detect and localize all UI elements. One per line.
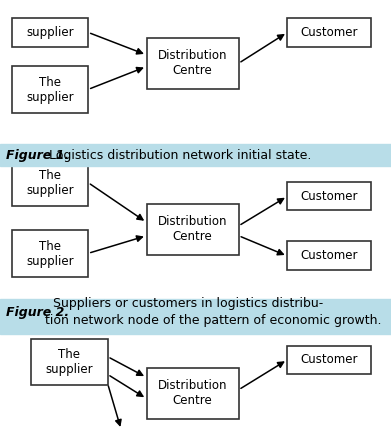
Bar — [0, 299, 391, 334]
Bar — [0, 144, 391, 166]
FancyBboxPatch shape — [12, 66, 88, 113]
Text: The
supplier: The supplier — [26, 169, 74, 197]
Text: Distribution
Centre: Distribution Centre — [158, 49, 227, 77]
Text: Figure 2.: Figure 2. — [6, 306, 69, 319]
Text: Logistics distribution network initial state.: Logistics distribution network initial s… — [45, 148, 311, 162]
FancyBboxPatch shape — [147, 204, 239, 255]
FancyBboxPatch shape — [287, 346, 371, 374]
Text: Distribution
Centre: Distribution Centre — [158, 379, 227, 407]
Text: The
supplier: The supplier — [26, 76, 74, 104]
Text: Customer: Customer — [301, 26, 358, 39]
FancyBboxPatch shape — [287, 182, 371, 210]
Text: Customer: Customer — [301, 249, 358, 262]
FancyBboxPatch shape — [147, 38, 239, 89]
FancyBboxPatch shape — [287, 18, 371, 47]
Text: Customer: Customer — [301, 190, 358, 202]
FancyBboxPatch shape — [12, 230, 88, 277]
FancyBboxPatch shape — [12, 159, 88, 206]
Text: The
supplier: The supplier — [26, 240, 74, 268]
Text: Customer: Customer — [301, 354, 358, 366]
FancyBboxPatch shape — [31, 339, 108, 385]
FancyBboxPatch shape — [12, 18, 88, 47]
Text: Suppliers or customers in logistics distribu-
tion network node of the pattern o: Suppliers or customers in logistics dist… — [45, 297, 382, 327]
Text: Distribution
Centre: Distribution Centre — [158, 215, 227, 243]
FancyBboxPatch shape — [287, 241, 371, 270]
Text: supplier: supplier — [26, 26, 74, 39]
FancyBboxPatch shape — [147, 368, 239, 419]
Text: The
supplier: The supplier — [46, 348, 93, 376]
Text: Figure 1.: Figure 1. — [6, 148, 69, 162]
